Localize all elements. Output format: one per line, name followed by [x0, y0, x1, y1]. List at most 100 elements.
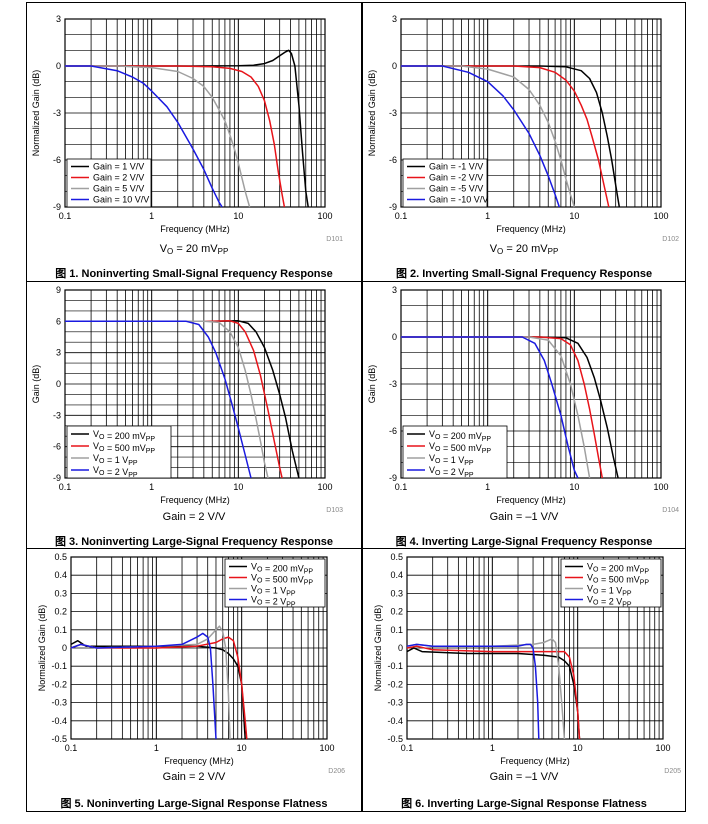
x-tick-label: 0.1: [401, 743, 414, 753]
series-line-4: [401, 336, 579, 479]
series-line-1: [65, 49, 309, 208]
y-axis-label: Normalized Gain (dB): [37, 605, 47, 692]
series-line-2: [70, 636, 248, 740]
y-tick-label: 0: [56, 61, 61, 71]
plot-frame: [400, 289, 662, 479]
y-tick-label: -6: [389, 155, 397, 165]
figure-code: D205: [664, 768, 681, 775]
figure-1-panel: 3 0 -3 -6 -9 0.1 1 10 100 Frequency (MHz) Normaliz…: [26, 2, 362, 282]
y-tick-label: 0.1: [390, 625, 403, 635]
legend-label: VO = 500 mVPP: [251, 573, 313, 587]
fig2-condition: VO = 20 mVPP: [489, 243, 559, 256]
y-tick-label: 0.4: [54, 570, 67, 580]
figure-3-panel: 9 6 3 0 -3 -6 -9 0.1 1 10 100 Frequency (MHz) Gain (…: [26, 281, 362, 549]
y-tick-label: -0.4: [387, 716, 403, 726]
series-line-2: [406, 645, 581, 740]
y-tick-label: 3: [392, 285, 397, 295]
figure-4-panel: 3 0 -3 -6 -9 0.1 1 10 100 Frequency (MHz) Gain (dB…: [362, 281, 686, 549]
legend-label: Gain = 1 V/V: [93, 162, 144, 172]
y-tick-label: -3: [53, 410, 61, 420]
y-tick-label: 0.3: [54, 588, 67, 598]
figure-2-panel: 3 0 -3 -6 -9 0.1 1 10 100 Frequency (MHz) Normaliz…: [362, 2, 686, 282]
fig4-chart: 3 0 -3 -6 -90.1 1 10 100 Frequency (MHz) Gain (dB…: [367, 285, 679, 514]
x-tick-label: 1: [485, 211, 490, 221]
legend-label: VO = 2 VPP: [587, 595, 632, 609]
y-tick-label: 0.4: [390, 570, 403, 580]
x-axis-label: Frequency (MHz): [160, 495, 230, 505]
x-tick-label: 1: [485, 482, 490, 492]
series-line-1: [70, 639, 246, 740]
series-line-3: [65, 65, 251, 208]
legend-label: VO = 2 VPP: [429, 465, 474, 479]
fig5-condition: Gain = 2 V/V: [162, 771, 226, 783]
x-tick-label: 1: [149, 211, 154, 221]
series-line-2: [401, 65, 610, 208]
fig6-condition: Gain = –1 V/V: [489, 771, 559, 783]
x-tick-label: 10: [233, 211, 243, 221]
series-line-3: [401, 65, 576, 208]
fig2-caption: 图 2. Inverting Small-Signal Frequency Re…: [395, 268, 653, 280]
grid: [65, 18, 325, 208]
y-tick-label: -0.5: [51, 734, 67, 744]
y-tick-label: 3: [392, 14, 397, 24]
fig1-chart: 3 0 -3 -6 -90.1 1 10 100 Frequency (MHz) Normaliz…: [31, 14, 343, 243]
series-line-2: [401, 336, 604, 479]
y-tick-label: -3: [389, 379, 397, 389]
y-tick-label: 0: [56, 379, 61, 389]
legend-label: Gain = 5 V/V: [93, 184, 144, 194]
fig2-chart: 3 0 -3 -6 -90.1 1 10 100 Frequency (MHz) Normaliz…: [367, 14, 679, 243]
legend-label: VO = 200 mVPP: [251, 562, 313, 576]
series-line-3: [65, 320, 269, 479]
series-line-2: [65, 65, 286, 208]
legend-label: VO = 2 VPP: [93, 465, 138, 479]
y-tick-label: -0.3: [51, 698, 67, 708]
fig3-chart: 9 6 3 0 -3 -6 -90.1 1 10 100 Frequency (MHz) Gain (…: [31, 285, 343, 514]
series-line-4: [65, 320, 252, 479]
x-tick-label: 0.1: [395, 211, 408, 221]
y-tick-label: -9: [389, 473, 397, 483]
x-axis-label: Frequency (MHz): [496, 224, 566, 234]
legend-label: VO = 200 mVPP: [93, 429, 155, 443]
x-axis-label: Frequency (MHz): [164, 756, 234, 766]
x-tick-label: 1: [149, 482, 154, 492]
x-tick-label: 1: [154, 743, 159, 753]
legend-label: VO = 1 VPP: [587, 584, 632, 598]
x-tick-label: 10: [569, 211, 579, 221]
series-line-1: [406, 647, 581, 740]
legend-label: VO = 1 VPP: [429, 453, 474, 467]
fig4-caption: 图 4. Inverting Large-Signal Frequency Re…: [395, 536, 653, 548]
y-axis-label: Gain (dB): [31, 365, 41, 404]
series-line-1: [401, 65, 621, 208]
series-line-4: [70, 632, 217, 740]
legend-label: Gain = -5 V/V: [429, 184, 483, 194]
y-tick-label: -6: [53, 442, 61, 452]
y-tick-label: -6: [53, 155, 61, 165]
series-line-4: [65, 65, 223, 208]
y-tick-label: -0.1: [387, 661, 403, 671]
x-tick-label: 10: [233, 482, 243, 492]
fig1-condition: VO = 20 mVPP: [159, 243, 229, 256]
fig5-caption: 图 5. Noninverting Large-Signal Response …: [60, 798, 328, 810]
plot-frame: [64, 18, 326, 208]
fig6-chart: 0.50.40.30.20.10-0.1-0.2-0.3-0.4-0.50.1 1…: [373, 552, 681, 775]
y-tick-label: 3: [56, 14, 61, 24]
y-tick-label: 0: [392, 332, 397, 342]
y-tick-label: -0.2: [51, 679, 67, 689]
series-line-3: [401, 336, 591, 479]
x-tick-label: 0.1: [59, 211, 72, 221]
y-tick-label: 0.2: [390, 607, 403, 617]
y-tick-label: -0.4: [51, 716, 67, 726]
fig6-caption: 图 6. Inverting Large-Signal Response Fla…: [401, 798, 647, 810]
plot-frame: [400, 18, 662, 208]
y-tick-label: 0: [62, 643, 67, 653]
series-line-4: [406, 643, 540, 740]
legend-label: Gain = -1 V/V: [429, 162, 483, 172]
legend-label: VO = 500 mVPP: [429, 441, 491, 455]
figure-6-panel: 0.5 0.4 0.3 0.2 0.1 0 -0.1 -0.2 -0.3 -0.4 -0.5 0.1 1…: [362, 548, 686, 812]
figure-code: D102: [662, 236, 679, 243]
x-tick-label: 100: [317, 211, 332, 221]
y-tick-label: 0.2: [54, 607, 67, 617]
